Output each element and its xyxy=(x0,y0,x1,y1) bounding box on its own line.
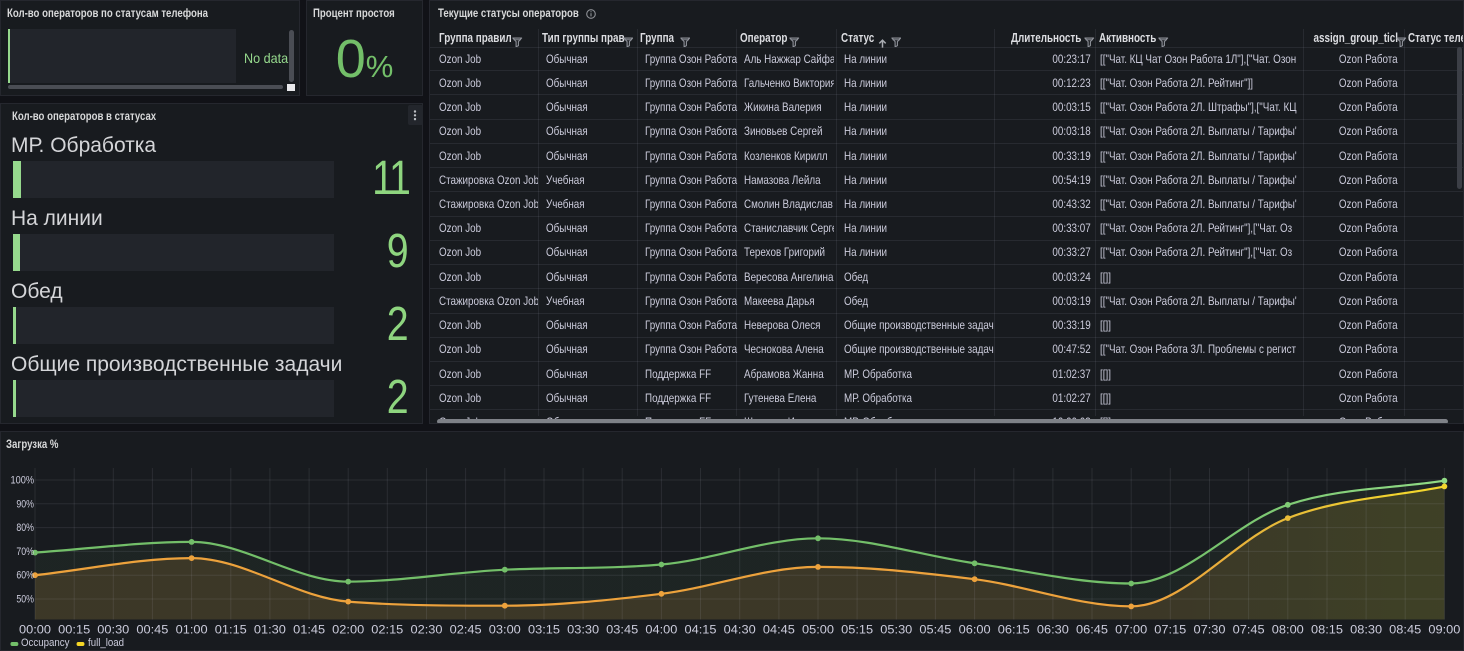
svg-text:03:45: 03:45 xyxy=(606,623,638,637)
svg-text:00:00: 00:00 xyxy=(19,623,51,637)
svg-text:01:30: 01:30 xyxy=(254,623,286,637)
svg-text:03:15: 03:15 xyxy=(528,623,560,637)
svg-text:08:00: 08:00 xyxy=(1272,623,1304,637)
svg-text:03:30: 03:30 xyxy=(567,623,599,637)
svg-text:70%: 70% xyxy=(16,546,34,558)
svg-text:04:30: 04:30 xyxy=(724,623,756,637)
svg-text:100%: 100% xyxy=(11,475,35,487)
svg-text:60%: 60% xyxy=(16,570,34,582)
svg-text:02:15: 02:15 xyxy=(371,623,403,637)
svg-text:04:00: 04:00 xyxy=(645,623,677,637)
svg-text:08:15: 08:15 xyxy=(1311,623,1343,637)
svg-text:07:45: 07:45 xyxy=(1233,623,1265,637)
svg-text:05:30: 05:30 xyxy=(880,623,912,637)
svg-text:00:45: 00:45 xyxy=(136,623,168,637)
svg-text:80%: 80% xyxy=(16,522,34,534)
svg-text:01:45: 01:45 xyxy=(293,623,325,637)
svg-text:08:45: 08:45 xyxy=(1389,623,1421,637)
svg-text:01:00: 01:00 xyxy=(176,623,208,637)
svg-text:00:15: 00:15 xyxy=(58,623,90,637)
svg-text:02:00: 02:00 xyxy=(332,623,364,637)
svg-text:50%: 50% xyxy=(16,594,34,606)
svg-text:05:00: 05:00 xyxy=(802,623,834,637)
svg-text:04:15: 04:15 xyxy=(685,623,717,637)
svg-text:06:45: 06:45 xyxy=(1076,623,1108,637)
svg-text:06:00: 06:00 xyxy=(959,623,991,637)
svg-text:09:00: 09:00 xyxy=(1428,623,1460,637)
svg-text:03:00: 03:00 xyxy=(489,623,521,637)
svg-text:90%: 90% xyxy=(16,498,34,510)
svg-text:02:30: 02:30 xyxy=(411,623,443,637)
svg-text:00:30: 00:30 xyxy=(97,623,129,637)
svg-text:05:15: 05:15 xyxy=(841,623,873,637)
svg-text:02:45: 02:45 xyxy=(450,623,482,637)
svg-text:04:45: 04:45 xyxy=(763,623,795,637)
svg-text:07:00: 07:00 xyxy=(1115,623,1147,637)
svg-text:07:15: 07:15 xyxy=(1154,623,1186,637)
svg-text:01:15: 01:15 xyxy=(215,623,247,637)
svg-text:07:30: 07:30 xyxy=(1194,623,1226,637)
svg-text:06:30: 06:30 xyxy=(1037,623,1069,637)
svg-text:05:45: 05:45 xyxy=(919,623,951,637)
svg-text:06:15: 06:15 xyxy=(998,623,1030,637)
svg-text:08:30: 08:30 xyxy=(1350,623,1382,637)
